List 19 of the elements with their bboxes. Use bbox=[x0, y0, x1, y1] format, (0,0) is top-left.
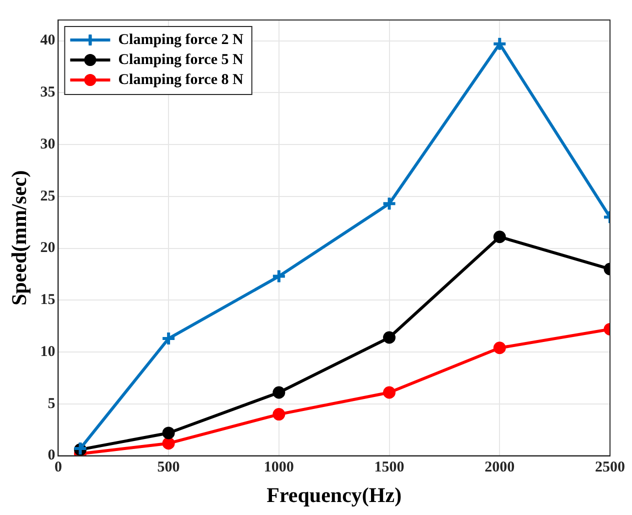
legend-label: Clamping force 5 N bbox=[118, 52, 244, 68]
x-tick-label: 2000 bbox=[484, 460, 515, 476]
y-tick-label: 15 bbox=[40, 292, 56, 308]
y-tick-label: 35 bbox=[40, 84, 56, 101]
y-tick-label: 25 bbox=[40, 188, 56, 204]
x-tick-label: 500 bbox=[157, 460, 180, 476]
y-tick-label: 0 bbox=[48, 448, 56, 464]
legend-label: Clamping force 8 N bbox=[118, 72, 244, 88]
y-tick-label: 10 bbox=[40, 344, 56, 360]
y-tick-label: 20 bbox=[40, 240, 56, 256]
x-tick-label: 1500 bbox=[374, 460, 404, 476]
x-tick-label: 2500 bbox=[595, 460, 625, 476]
y-tick-label: 5 bbox=[48, 396, 56, 412]
x-axis-title: Frequency(Hz) bbox=[266, 482, 402, 507]
x-tick-label: 1000 bbox=[264, 460, 294, 476]
y-axis-title: Speed(mm/sec) bbox=[7, 170, 32, 306]
y-tick-label: 30 bbox=[40, 136, 56, 152]
legend-label: Clamping force 2 N bbox=[118, 32, 244, 48]
y-tick-label: 40 bbox=[40, 32, 56, 49]
